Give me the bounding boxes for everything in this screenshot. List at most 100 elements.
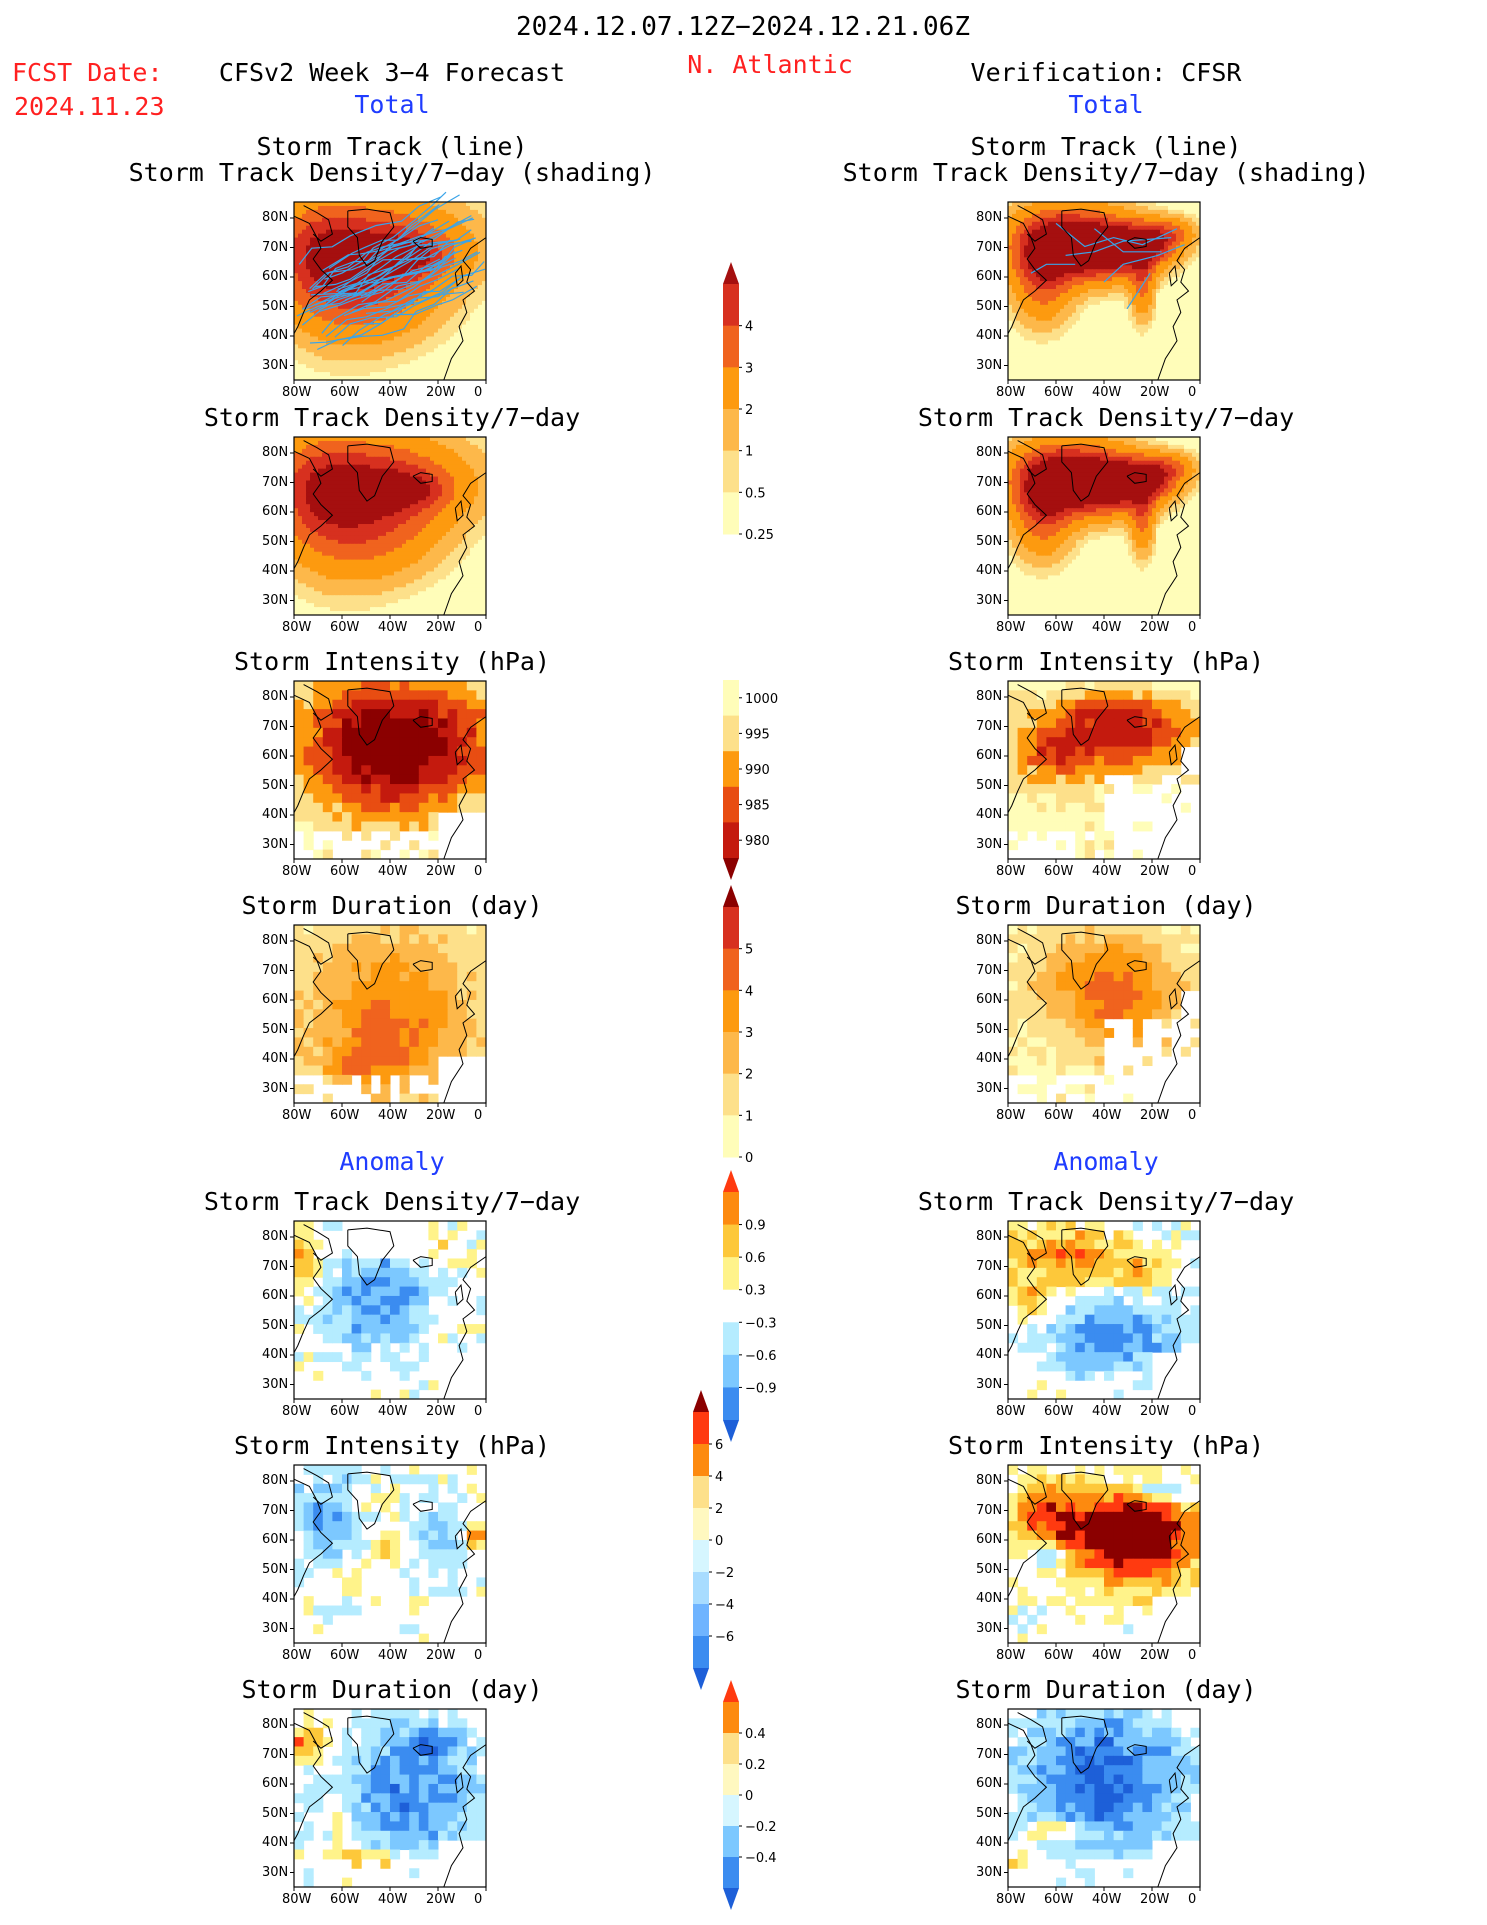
grid-cell: [1168, 261, 1173, 266]
grid-cell: [1100, 352, 1105, 357]
grid-cell: [1032, 281, 1037, 286]
grid-cell: [354, 360, 359, 365]
grid-cell: [1128, 320, 1133, 326]
grid-cell: [326, 304, 331, 310]
grid-cell: [1056, 352, 1061, 357]
grid-cell: [298, 364, 303, 369]
grid-cell: [1100, 344, 1105, 349]
grid-cell: [1032, 261, 1037, 266]
grid-cell: [1068, 312, 1073, 318]
grid-cell: [1056, 269, 1061, 274]
grid-cell: [366, 348, 371, 353]
grid-cell: [446, 352, 451, 357]
grid-cell: [390, 277, 395, 282]
grid-cell: [382, 336, 387, 341]
grid-cell: [358, 304, 363, 310]
grid-cell: [1100, 376, 1105, 381]
grid-cell: [1064, 376, 1069, 381]
grid-cell: [1080, 316, 1085, 322]
grid-cell: [330, 205, 335, 211]
grid-cell: [350, 340, 355, 345]
grid-cell: [1124, 225, 1129, 231]
grid-cell: [310, 281, 315, 286]
grid-cell: [398, 352, 403, 357]
grid-cell: [334, 209, 339, 215]
grid-cell: [1068, 336, 1073, 341]
grid-cell: [374, 376, 379, 381]
grid-cell: [1080, 265, 1085, 270]
grid-cell: [378, 437, 383, 442]
grid-cell: [1012, 229, 1017, 235]
grid-cell: [390, 261, 395, 266]
grid-cell: [1080, 221, 1085, 227]
grid-cell: [466, 352, 471, 357]
grid-cell: [374, 205, 379, 211]
grid-cell: [334, 352, 339, 357]
grid-cell: [1140, 229, 1145, 235]
grid-cell: [422, 328, 427, 334]
grid-cell: [310, 472, 315, 478]
grid-cell: [478, 245, 483, 250]
grid-cell: [1132, 372, 1137, 377]
grid-cell: [1168, 205, 1173, 211]
grid-cell: [450, 476, 455, 482]
grid-cell: [430, 285, 435, 290]
grid-cell: [298, 376, 303, 381]
grid-cell: [454, 300, 459, 306]
grid-cell: [1048, 296, 1053, 302]
grid-cell: [1176, 281, 1181, 286]
grid-cell: [446, 324, 451, 330]
grid-cell: [406, 340, 411, 345]
grid-cell: [342, 437, 347, 442]
grid-cell: [1136, 296, 1141, 302]
grid-cell: [338, 253, 343, 258]
grid-cell: [1060, 241, 1065, 247]
grid-cell: [1176, 320, 1181, 326]
grid-cell: [470, 464, 475, 470]
grid-cell: [330, 209, 335, 215]
grid-cell: [1040, 320, 1045, 326]
grid-cell: [410, 448, 415, 454]
grid-cell: [1104, 348, 1109, 353]
grid-cell: [442, 472, 447, 478]
grid-cell: [394, 464, 399, 470]
grid-cell: [1028, 245, 1033, 250]
grid-cell: [1076, 376, 1081, 381]
grid-cell: [442, 468, 447, 474]
grid-cell: [326, 376, 331, 381]
grid-cell: [1072, 332, 1077, 337]
grid-cell: [1160, 269, 1165, 274]
grid-cell: [1164, 328, 1169, 334]
grid-cell: [1040, 225, 1045, 231]
grid-cell: [1036, 364, 1041, 369]
grid-cell: [1052, 257, 1057, 262]
grid-cell: [1016, 360, 1021, 365]
grid-cell: [1076, 316, 1081, 322]
grid-cell: [1012, 304, 1017, 310]
grid-cell: [410, 324, 415, 330]
grid-cell: [458, 376, 463, 381]
grid-cell: [1104, 300, 1109, 306]
grid-cell: [406, 229, 411, 235]
grid-cell: [402, 300, 407, 306]
x-tick-label: 80W: [996, 385, 1026, 400]
grid-cell: [446, 265, 451, 270]
grid-cell: [450, 249, 455, 254]
grid-cell: [438, 217, 443, 223]
grid-cell: [470, 376, 475, 381]
grid-cell: [1156, 364, 1161, 369]
grid-cell: [294, 316, 299, 322]
grid-cell: [314, 320, 319, 326]
grid-cell: [450, 308, 455, 314]
grid-cell: [1068, 340, 1073, 345]
grid-cell: [1108, 269, 1113, 274]
grid-cell: [1092, 320, 1097, 326]
grid-cell: [302, 277, 307, 282]
grid-cell: [374, 209, 379, 215]
grid-cell: [434, 356, 439, 361]
grid-cell: [330, 440, 335, 446]
grid-cell: [1152, 312, 1157, 318]
grid-cell: [366, 456, 371, 462]
grid-cell: [1104, 332, 1109, 337]
grid-cell: [334, 364, 339, 369]
